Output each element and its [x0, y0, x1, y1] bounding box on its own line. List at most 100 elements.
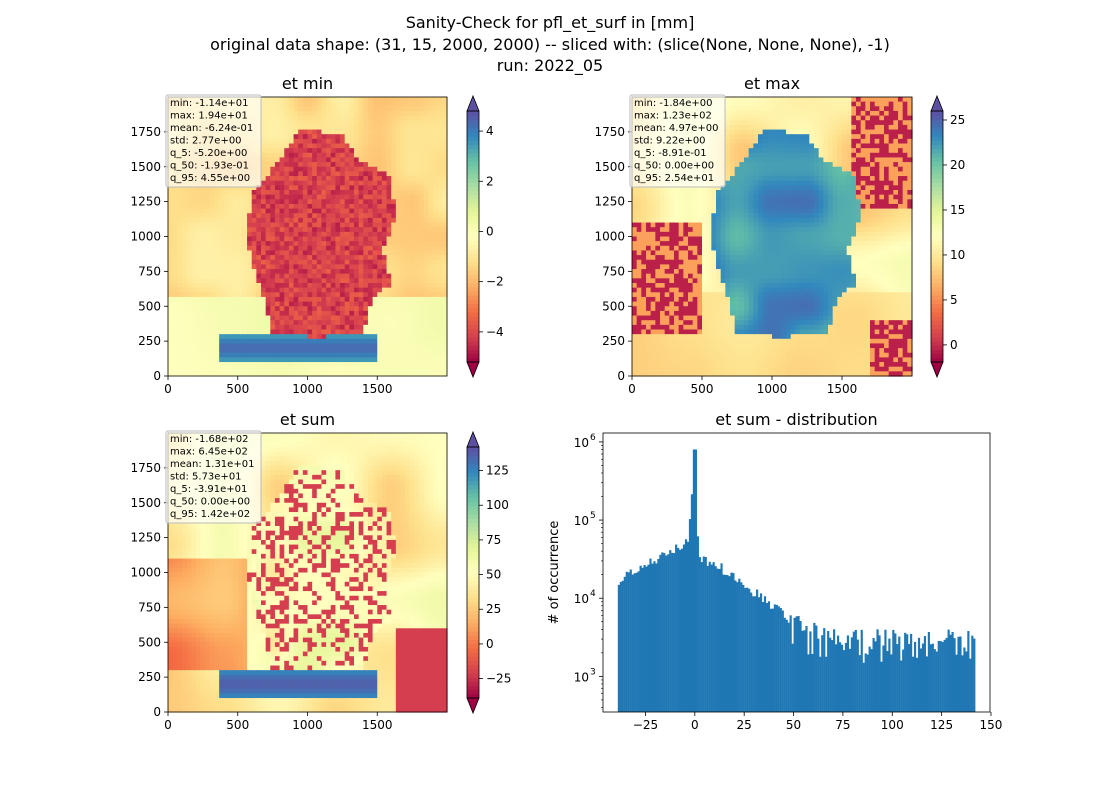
histogram-bar [886, 651, 889, 712]
histogram-bar [850, 637, 853, 712]
histogram-bar [803, 630, 806, 712]
x-tick-label: 500 [226, 718, 249, 732]
y-tick-label: 250 [602, 334, 625, 348]
histogram-bar [945, 637, 948, 712]
histogram-bar [963, 647, 966, 712]
histogram-bar [973, 638, 976, 712]
figure-title-line-2: original data shape: (31, 15, 2000, 2000… [210, 35, 890, 54]
histogram-bar [949, 634, 952, 712]
histogram-bar [919, 648, 923, 712]
histogram-bar [738, 578, 741, 712]
y-tick-label: 1250 [594, 195, 625, 209]
histogram-bar [947, 629, 950, 712]
histogram-bar [844, 642, 848, 712]
histogram-bar [917, 637, 921, 712]
histogram-bar [663, 553, 666, 712]
histogram-bar [748, 588, 751, 712]
histogram-bar [682, 544, 686, 712]
histogram-bar [943, 639, 946, 712]
histogram-bar [957, 636, 960, 712]
histogram-bar [779, 608, 782, 712]
y-tick-label: 0 [617, 369, 625, 383]
colorbar-tick-label: 100 [486, 498, 509, 512]
histogram-bar [732, 573, 735, 712]
x-tick-label: 0 [164, 718, 172, 732]
y-tick-label: 10 5 [574, 511, 596, 528]
x-tick-label: −25 [633, 718, 658, 732]
histogram-bar [688, 519, 692, 712]
histogram-bar [667, 554, 670, 712]
x-tick-label: 1000 [757, 382, 788, 396]
stats-line: max: 1.23e+02 [634, 111, 712, 122]
histogram-bar [929, 644, 932, 712]
histogram-bar [619, 581, 622, 712]
x-tick-label: 1000 [292, 382, 323, 396]
histogram-bar [813, 622, 816, 712]
histogram-bar [831, 640, 834, 712]
colorbar-tick-label: −2 [486, 275, 504, 289]
histogram-bar [679, 549, 682, 712]
histogram-bar [915, 657, 919, 712]
histogram-bar [925, 656, 928, 712]
histogram-bar [933, 649, 936, 712]
histogram-bar [651, 563, 654, 712]
histogram-bar [892, 629, 895, 712]
y-tick-label: 1250 [130, 531, 161, 545]
histogram-bar [625, 571, 628, 712]
y-tick-label: 750 [138, 600, 161, 614]
histogram-bar [775, 604, 778, 712]
histogram-bar [696, 536, 699, 712]
histogram-bar [937, 640, 940, 712]
histogram-bar [923, 636, 927, 712]
histogram-bar [797, 615, 800, 712]
histogram-bar [811, 653, 814, 712]
x-tick-label: 125 [930, 718, 953, 732]
histogram-bar [767, 601, 771, 712]
histogram-bar [913, 641, 917, 712]
histogram-bar [759, 593, 763, 712]
histogram-bar [659, 554, 662, 712]
histogram-bar [872, 637, 875, 712]
histogram-bar [795, 616, 798, 712]
histogram-bar [704, 557, 707, 712]
colorbar-tick-label: 4 [486, 124, 494, 138]
histogram-bar [629, 569, 632, 712]
colorbar-tick-label: −4 [486, 325, 504, 339]
histogram-bar [799, 620, 802, 712]
histogram-bar [880, 661, 883, 712]
histogram-bar [967, 631, 970, 712]
histogram-bar [781, 610, 784, 712]
histogram-bar [854, 629, 857, 712]
histogram-bar [860, 629, 863, 712]
stats-line: min: -1.14e+01 [170, 98, 249, 109]
axes-frame [602, 432, 991, 713]
y-tick-label: 1500 [130, 160, 161, 174]
histogram-bar [756, 589, 759, 712]
histogram-bar [965, 651, 968, 712]
histogram-bar [848, 648, 851, 712]
heatmap-cells-0 [168, 97, 448, 377]
histogram-bar [785, 619, 788, 712]
histogram-bar [720, 563, 723, 712]
histogram-bar [694, 449, 697, 712]
histogram-bar [864, 653, 867, 712]
y-tick-exponent: 4 [590, 589, 596, 599]
histogram-bar [840, 644, 844, 712]
y-tick-label: 1250 [130, 195, 161, 209]
stats-line: mean: 1.31e+01 [170, 459, 254, 470]
histogram-bar [752, 596, 755, 712]
histogram-bar [896, 644, 899, 712]
histogram-bar [706, 565, 709, 712]
histogram-bar [686, 541, 690, 712]
histogram-bar [827, 631, 830, 712]
histogram-bar [653, 561, 656, 712]
panel-title: et sum - distribution [715, 410, 877, 429]
histogram-bar [874, 641, 877, 712]
colorbar: 0 5 10 15 20 25 [930, 94, 965, 379]
histogram-bar [761, 602, 765, 712]
histogram-bar [809, 631, 812, 712]
histogram-bar [931, 643, 934, 712]
histogram-bar [627, 572, 630, 712]
